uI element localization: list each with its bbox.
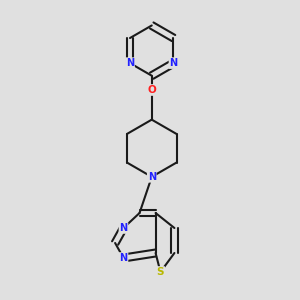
Text: N: N (119, 223, 128, 233)
Text: S: S (157, 267, 164, 277)
Text: N: N (119, 253, 128, 263)
Text: N: N (126, 58, 134, 68)
Text: N: N (169, 58, 178, 68)
Text: O: O (147, 85, 156, 95)
Text: N: N (148, 172, 156, 182)
